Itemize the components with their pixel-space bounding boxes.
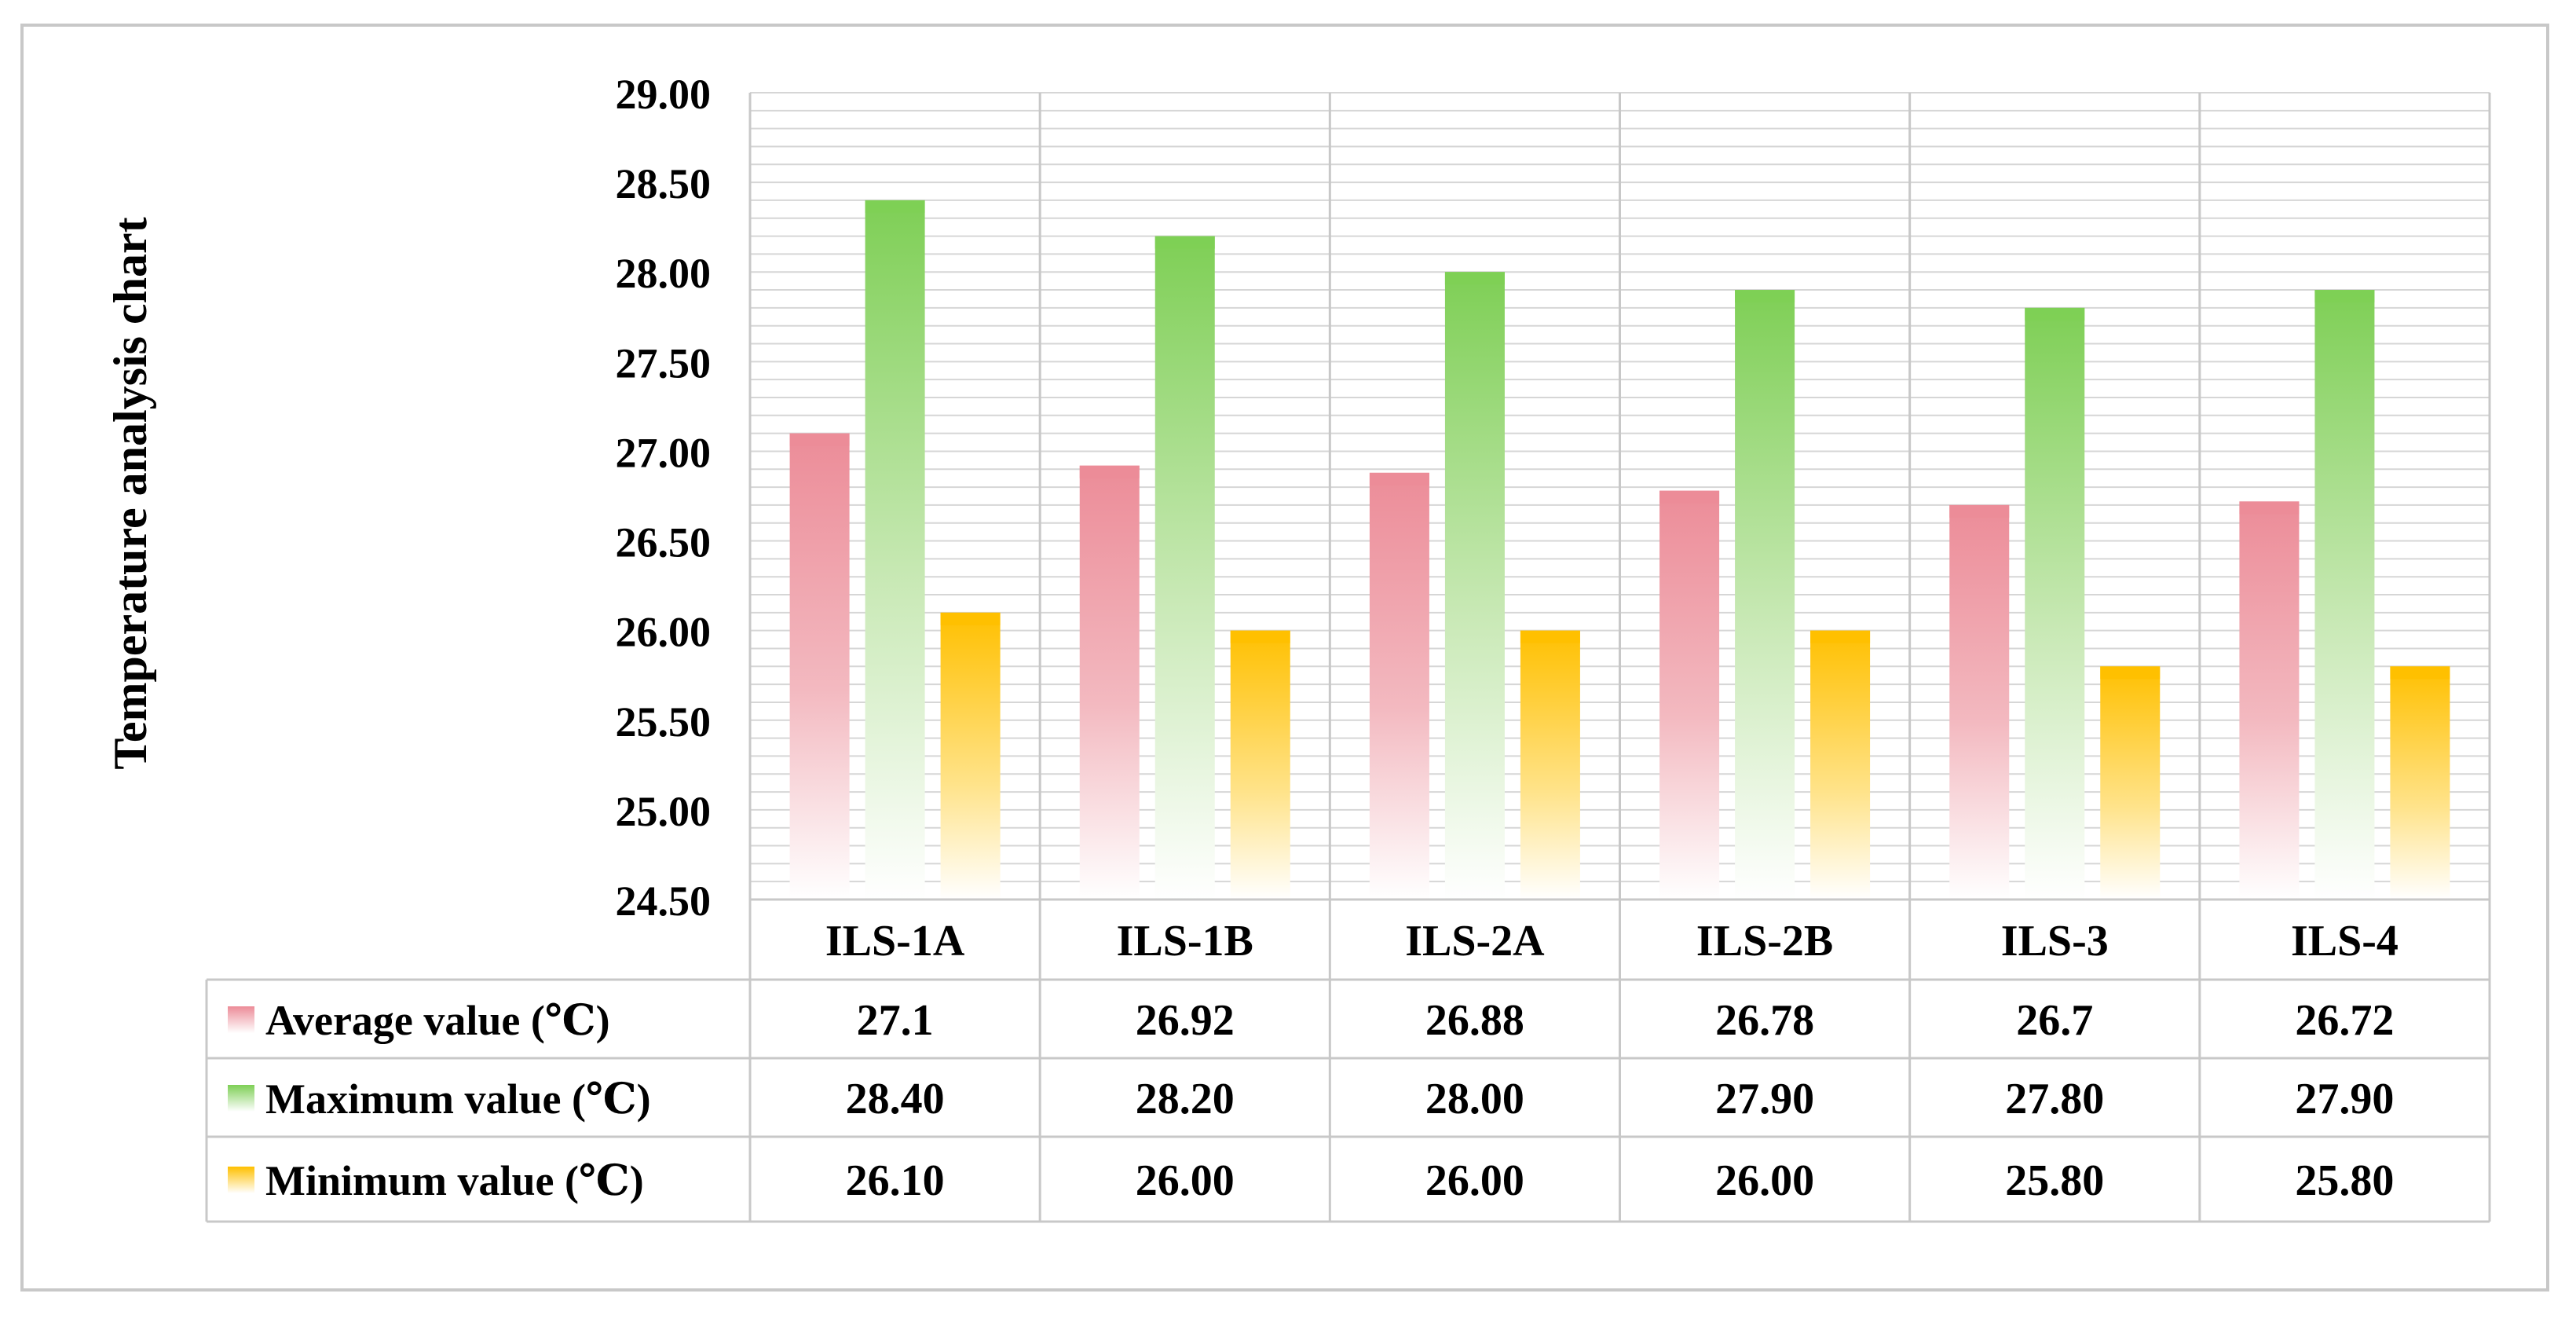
category-label: ILS-1B	[1117, 917, 1253, 965]
data-label: 26.72	[2295, 996, 2394, 1045]
y-tick-label: 26.00	[616, 609, 712, 656]
category-label: ILS-2B	[1696, 917, 1833, 965]
bar-ils-3-series-2	[2025, 307, 2085, 899]
bar-cap	[1444, 272, 1505, 285]
series-name: Average value (℃)	[265, 997, 610, 1044]
bar-cap	[1154, 236, 1215, 249]
data-label: 27.90	[1715, 1075, 1814, 1123]
legend-key	[228, 1006, 254, 1033]
bar-ils-1a-series-3	[940, 612, 1001, 899]
bar-ils-2b-series-3	[1810, 630, 1871, 899]
bars	[789, 200, 2450, 900]
bar-ils-3-series-1	[1949, 504, 2010, 899]
data-label: 27.90	[2295, 1075, 2394, 1123]
bar-cap	[1659, 490, 1720, 504]
data-table: ILS-1A ILS-1B ILS-2A ILS-2B ILS-3 ILS-4 Averag…	[205, 898, 2490, 1223]
data-label: 26.00	[1136, 1156, 1235, 1205]
y-tick-label: 27.00	[616, 429, 712, 476]
data-label: 26.78	[1715, 996, 1814, 1045]
category-label: ILS-2A	[1405, 917, 1545, 965]
bar-ils-1a-series-1	[789, 433, 850, 899]
category-label: ILS-3	[2001, 917, 2109, 965]
bar-ils-1b-series-1	[1079, 465, 1140, 899]
data-label: 25.80	[2295, 1156, 2394, 1205]
bar-ils-2b-series-2	[1735, 290, 1795, 899]
y-tick-label: 27.50	[616, 339, 712, 387]
bar-ils-1a-series-2	[865, 200, 925, 899]
y-tick-label: 28.50	[616, 160, 712, 207]
series-name: Maximum value (℃)	[265, 1075, 651, 1123]
data-label: 26.00	[1715, 1156, 1814, 1205]
bar-cap	[865, 200, 925, 213]
y-tick-label: 24.50	[616, 878, 712, 925]
bar-cap	[940, 612, 1001, 625]
y-tick-label: 25.50	[616, 698, 712, 746]
data-label: 26.88	[1425, 996, 1524, 1045]
bar-ils-1b-series-2	[1154, 236, 1215, 900]
data-label: 27.1	[857, 996, 934, 1045]
data-label: 25.80	[2005, 1156, 2104, 1205]
y-axis-ticks: 29.00 28.50 28.00 27.50 27.00 26.50 26.00 25.50…	[616, 71, 712, 925]
data-label: 28.00	[1425, 1075, 1524, 1123]
bar-ils-2a-series-3	[1520, 630, 1580, 899]
data-label: 27.80	[2005, 1075, 2104, 1123]
data-label: 26.10	[846, 1156, 945, 1205]
bar-cap	[2025, 307, 2085, 321]
series-name: Minimum value (℃)	[265, 1157, 644, 1204]
bar-cap	[1735, 290, 1795, 303]
bar-ils-2a-series-2	[1444, 272, 1505, 899]
bar-ils-2a-series-1	[1369, 472, 1429, 899]
bar-cap	[1810, 630, 1871, 643]
bar-ils-1b-series-3	[1230, 630, 1290, 899]
bar-cap	[2314, 290, 2375, 303]
bar-ils-4-series-1	[2239, 501, 2300, 899]
category-label: ILS-1A	[825, 917, 965, 965]
bar-ils-4-series-2	[2314, 290, 2375, 899]
bar-cap	[2239, 501, 2300, 515]
bar-cap	[789, 433, 850, 446]
y-tick-label: 29.00	[616, 71, 712, 118]
bar-cap	[1520, 630, 1580, 643]
bar-ils-4-series-3	[2390, 666, 2450, 899]
data-label: 26.00	[1425, 1156, 1524, 1205]
data-label: 26.92	[1136, 996, 1235, 1045]
data-label: 26.7	[2016, 996, 2093, 1045]
data-label: 28.20	[1136, 1075, 1235, 1123]
category-label: ILS-4	[2291, 917, 2399, 965]
y-tick-label: 26.50	[616, 519, 712, 566]
bar-cap	[1949, 504, 2010, 518]
y-axis-title: Temperature analysis chart	[104, 217, 156, 769]
bar-ils-2b-series-1	[1659, 490, 1720, 899]
bar-cap	[1369, 472, 1429, 485]
bar-cap	[1079, 465, 1140, 478]
legend-key	[228, 1167, 254, 1193]
bar-cap	[1230, 630, 1290, 643]
bar-cap	[2100, 666, 2161, 680]
y-tick-label: 28.00	[616, 250, 712, 297]
bar-ils-3-series-3	[2100, 666, 2161, 899]
bar-cap	[2390, 666, 2450, 680]
data-label: 28.40	[846, 1075, 945, 1123]
y-tick-label: 25.00	[616, 788, 712, 835]
legend-key	[228, 1085, 254, 1112]
